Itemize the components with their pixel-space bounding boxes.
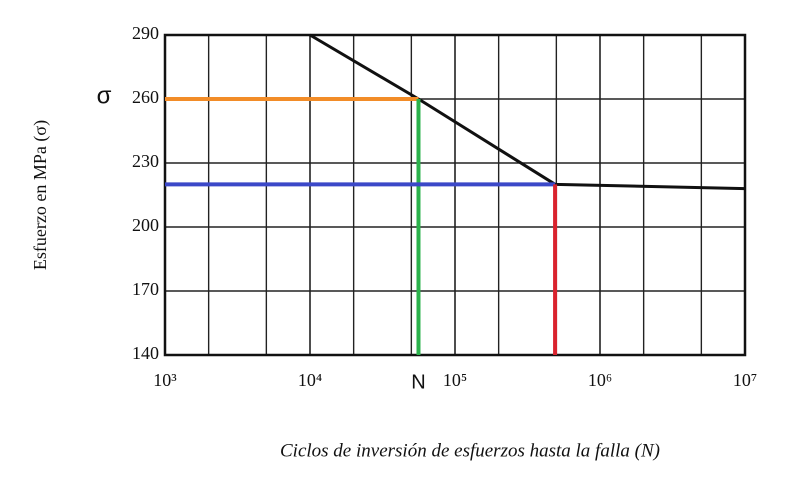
plot-frame	[163, 33, 747, 357]
x-tick-label: 10⁴	[298, 370, 322, 390]
x-tick-label: 10³	[153, 370, 177, 390]
sn-curve	[309, 33, 746, 191]
y-tick-label: 170	[132, 279, 159, 299]
x-tick-label: 10⁶	[588, 370, 612, 390]
y-tick-label: 230	[132, 151, 159, 171]
x-tick-label: 10⁷	[733, 370, 757, 390]
y-tick-label: 290	[132, 23, 159, 43]
x-axis-label: Ciclos de inversión de esfuerzos hasta l…	[280, 440, 660, 461]
n-label: N	[411, 371, 425, 393]
x-tick-label: 10⁵	[443, 370, 467, 390]
y-tick-label: 140	[132, 343, 159, 363]
y-tick-label: 260	[132, 87, 159, 107]
sigma-label: σ	[97, 82, 112, 109]
y-tick-label: 200	[132, 215, 159, 235]
y-axis-label: Esfuerzo en MPa (σ)	[30, 120, 51, 270]
